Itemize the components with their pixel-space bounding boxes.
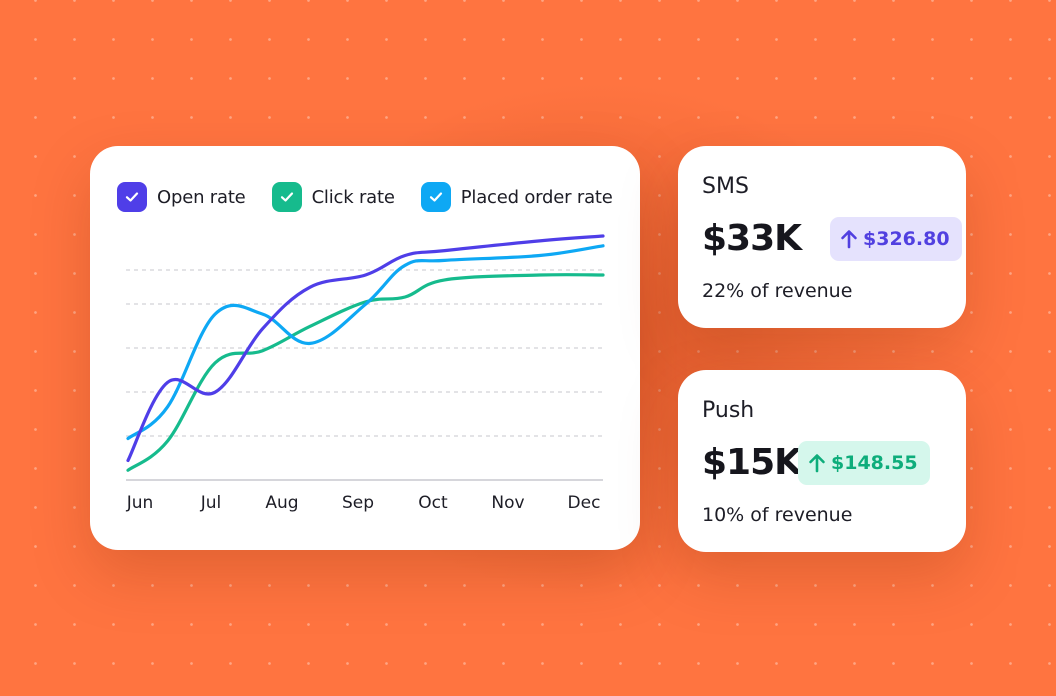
push-title: Push bbox=[702, 398, 755, 423]
sms-card: SMS $33K $326.80 22% of revenue bbox=[678, 146, 966, 328]
series-line-click-rate bbox=[126, 273, 605, 472]
sms-revenue-share: 22% of revenue bbox=[702, 280, 853, 302]
click-rate-checkbox[interactable] bbox=[271, 182, 302, 212]
sms-change-value: $326.80 bbox=[863, 228, 950, 250]
push-revenue-share: 10% of revenue bbox=[702, 504, 853, 526]
placed-order-rate-checkbox[interactable] bbox=[420, 182, 451, 212]
checkmark-icon bbox=[429, 192, 442, 202]
sms-change-badge: $326.80 bbox=[830, 217, 962, 261]
series-line-open-rate bbox=[126, 234, 605, 463]
checkmark-icon bbox=[125, 192, 139, 202]
series-line-placed-order-rate bbox=[126, 244, 605, 441]
chart-card: Open rate Click rate Placed order rate J… bbox=[90, 146, 640, 550]
push-change-badge: $148.55 bbox=[798, 441, 930, 485]
push-card: Push $15K $148.55 10% of revenue bbox=[678, 370, 966, 552]
legend-item-placed-order-rate[interactable]: Placed order rate bbox=[420, 182, 613, 212]
x-tick-label-sep: Sep bbox=[342, 493, 374, 513]
arrow-up-icon bbox=[841, 230, 857, 249]
legend-label-open-rate: Open rate bbox=[157, 186, 246, 208]
x-tick-label-jul: Jul bbox=[200, 493, 222, 513]
x-tick-label-aug: Aug bbox=[265, 493, 298, 513]
legend-item-open-rate[interactable]: Open rate bbox=[117, 182, 246, 212]
checkmark-icon bbox=[280, 192, 293, 202]
sms-title: SMS bbox=[702, 174, 749, 199]
legend-label-placed-order-rate: Placed order rate bbox=[460, 186, 613, 208]
legend-label-click-rate: Click rate bbox=[311, 186, 395, 208]
push-amount: $15K bbox=[702, 442, 802, 483]
legend-item-click-rate[interactable]: Click rate bbox=[271, 182, 395, 212]
arrow-up-icon bbox=[809, 454, 825, 473]
x-tick-label-jun: Jun bbox=[126, 493, 154, 513]
x-tick-label-dec: Dec bbox=[568, 493, 601, 513]
x-tick-label-nov: Nov bbox=[491, 493, 524, 513]
open-rate-checkbox[interactable] bbox=[117, 182, 147, 212]
sms-amount: $33K bbox=[702, 218, 802, 259]
chart-legend: Open rate Click rate Placed order rate bbox=[117, 182, 613, 212]
line-chart: Jun Jul Aug Sep Oct Nov Dec bbox=[126, 234, 605, 513]
push-change-value: $148.55 bbox=[831, 452, 918, 474]
x-tick-label-oct: Oct bbox=[418, 493, 448, 513]
